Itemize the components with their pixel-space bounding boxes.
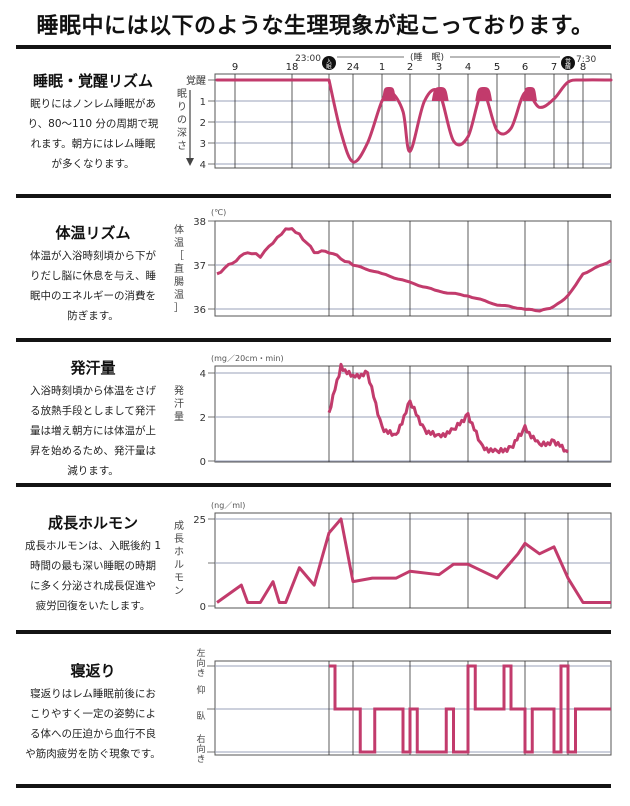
svg-text:8: 8	[580, 62, 586, 73]
desc-line: り、80〜110 分の周期で現	[27, 118, 159, 130]
svg-text:2: 2	[200, 413, 206, 424]
svg-text:覚醒: 覚醒	[186, 74, 206, 87]
svg-text:醒: 醒	[565, 64, 571, 71]
svg-text:3: 3	[436, 62, 442, 73]
desc-line: や筋肉疲労を防ぐ現象です。	[25, 748, 161, 760]
section-heading: 体温リズム	[55, 224, 131, 242]
svg-text:1: 1	[200, 97, 206, 108]
divider	[16, 338, 611, 342]
desc-line: 眠中のエネルギーの消費を	[30, 290, 156, 302]
svg-text:4: 4	[200, 369, 206, 380]
svg-text:3: 3	[200, 139, 206, 150]
svg-text:左: 左	[196, 647, 205, 659]
svg-text:向: 向	[196, 743, 205, 755]
svg-text:0: 0	[200, 457, 206, 468]
svg-text:(ng／ml): (ng／ml)	[211, 501, 245, 510]
desc-line: 疲労回復をいたします。	[35, 600, 151, 612]
svg-text:24: 24	[347, 62, 360, 73]
section-sweat-desc: 発汗量 入浴時刻頃から体温をさげ る放熱手段としまして発汗 量は増え朝方には体温…	[8, 357, 178, 481]
svg-text:23:00: 23:00	[295, 54, 321, 64]
svg-text:(℃): (℃)	[211, 208, 226, 217]
divider	[16, 784, 611, 788]
section-body-temp-desc: 体温リズム 体温が入浴時刻頃から下が りだし脳に休息を与え、睡 眠中のエネルギー…	[8, 222, 178, 326]
svg-text:2: 2	[407, 62, 413, 73]
roll-over-line	[329, 664, 611, 754]
desc-line: こりやすく一定の姿勢によ	[30, 708, 156, 720]
desc-line: 減ります。	[67, 465, 119, 477]
desc-line: に多く分泌され成長促進や	[30, 580, 156, 592]
svg-text:36: 36	[193, 305, 206, 316]
svg-text:25: 25	[193, 515, 206, 526]
svg-text:覚: 覚	[565, 57, 571, 65]
svg-text:5: 5	[494, 62, 500, 73]
body-temp-chart: 38 37 36 (℃)	[193, 208, 612, 317]
sleep-depth-line	[215, 78, 613, 164]
section-heading: 睡眠・覚醒リズム	[32, 72, 153, 90]
page-title: 睡眠中には以下のような生理現象が起こっております。	[36, 14, 594, 39]
svg-text:9: 9	[232, 62, 238, 73]
svg-text:向: 向	[196, 657, 205, 669]
rem-sleep-area	[382, 87, 538, 101]
divider	[16, 630, 611, 634]
desc-line: 昇を始めるため、発汗量は	[30, 445, 156, 457]
section-heading: 発汗量	[70, 359, 116, 377]
desc-line: 量は増え朝方には体温が上	[30, 425, 156, 437]
svg-text:37: 37	[193, 261, 206, 272]
svg-text:6: 6	[522, 62, 528, 73]
svg-text:仰: 仰	[196, 684, 205, 696]
svg-text:38: 38	[193, 217, 206, 228]
desc-line: れます。朝方にはレム睡眠	[30, 138, 156, 150]
svg-text:右: 右	[196, 733, 205, 745]
body-temp-axis-label: 体温 ［ 直腸温 ］	[174, 225, 184, 314]
desc-line: 防ぎます。	[67, 310, 119, 322]
section-heading: 成長ホルモン	[47, 514, 138, 532]
svg-text:0: 0	[200, 602, 206, 613]
divider	[16, 194, 611, 198]
section-roll-over-desc: 寝返り 寝返りはレム睡眠前後にお こりやすく一定の姿勢によ る体への圧迫から血行…	[8, 660, 178, 764]
desc-line: る放熱手段としまして発汗	[30, 405, 156, 417]
growth-hormone-line	[216, 517, 611, 605]
desc-line: 成長ホルモンは、入眠後約 1	[24, 540, 162, 552]
desc-line: る体への圧迫から血行不良	[30, 728, 156, 740]
sweat-line	[327, 362, 569, 455]
svg-text:き: き	[196, 668, 205, 679]
svg-text:1: 1	[379, 62, 385, 73]
sweat-chart: 4 2 0 (mg／20cm・min)	[200, 354, 612, 468]
growth-hormone-axis-label: 成長ホルモン	[174, 521, 184, 597]
section-sleep-rhythm-desc: 睡眠・覚醒リズム 眠りにはノンレム睡眠があ り、80〜110 分の周期で現 れま…	[8, 70, 178, 174]
section-growth-hormone-desc: 成長ホルモン 成長ホルモンは、入眠後約 1 時間の最も深い睡眠の時期 に多く分泌…	[8, 512, 178, 616]
svg-text:4: 4	[200, 160, 206, 171]
svg-text:眠: 眠	[326, 64, 332, 71]
svg-text:臥: 臥	[196, 711, 205, 722]
svg-text:入: 入	[326, 59, 332, 65]
sleep-depth-axis-label: 眠りの深さ	[177, 89, 187, 152]
svg-text:4: 4	[465, 62, 471, 73]
desc-line: りだし脳に休息を与え、睡	[30, 270, 156, 282]
svg-text:2: 2	[200, 118, 206, 129]
desc-line: 寝返りはレム睡眠前後にお	[30, 688, 156, 700]
desc-line: 体温が入浴時刻頃から下が	[30, 250, 156, 262]
svg-text:7:30: 7:30	[576, 55, 596, 65]
svg-text:18: 18	[286, 62, 299, 73]
divider	[16, 45, 611, 49]
growth-hormone-chart: 25 0 (ng／ml)	[193, 501, 612, 613]
desc-line: 時間の最も深い睡眠の時期	[30, 560, 156, 572]
svg-text:(睡 眠): (睡 眠)	[410, 51, 444, 63]
svg-text:7: 7	[551, 62, 557, 73]
desc-line: が多くなります。	[51, 158, 135, 170]
svg-text:(mg／20cm・min): (mg／20cm・min)	[211, 354, 284, 363]
section-heading: 寝返り	[70, 662, 116, 680]
divider	[16, 483, 611, 487]
desc-line: 眠りにはノンレム睡眠があ	[30, 98, 156, 110]
body-temp-line	[216, 227, 612, 313]
sweat-axis-label: 発汗量	[174, 386, 184, 423]
svg-text:き: き	[196, 754, 205, 765]
desc-line: 入浴時刻頃から体温をさげ	[30, 385, 156, 397]
